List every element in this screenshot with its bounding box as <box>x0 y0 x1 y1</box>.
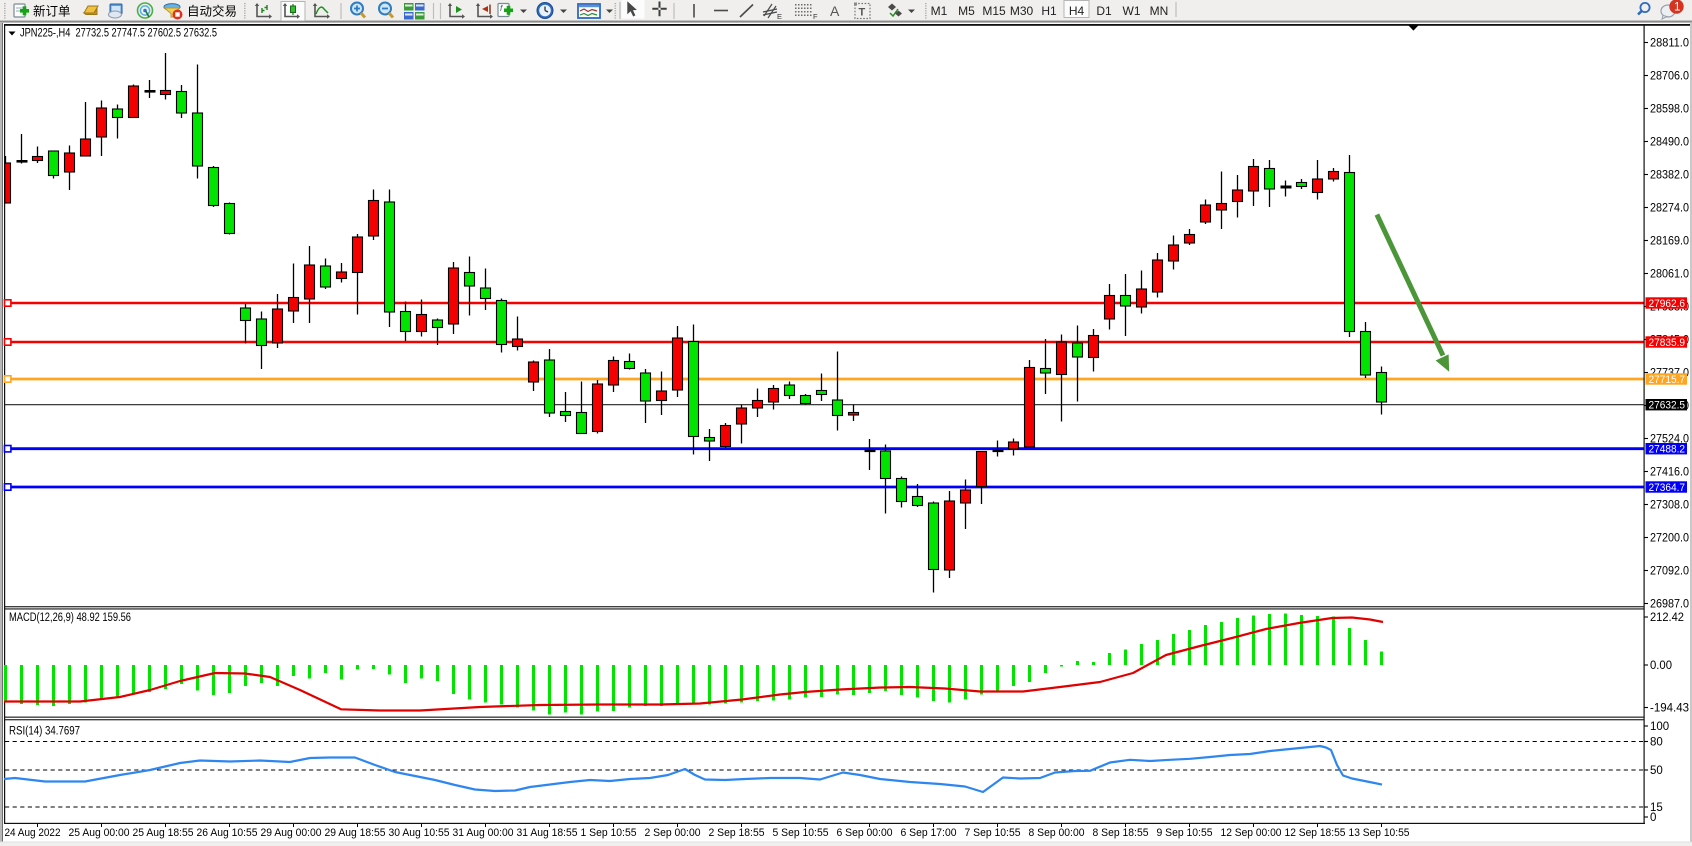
svg-text:6 Sep 17:00: 6 Sep 17:00 <box>901 827 957 839</box>
svg-text:26 Aug 10:55: 26 Aug 10:55 <box>197 827 258 839</box>
svg-text:W1: W1 <box>1123 4 1141 18</box>
svg-text:24 Aug 2022: 24 Aug 2022 <box>5 827 61 839</box>
svg-text:28811.0: 28811.0 <box>1650 38 1689 50</box>
svg-text:27632.5: 27632.5 <box>1649 400 1686 412</box>
svg-text:A: A <box>830 3 840 19</box>
svg-text:28169.0: 28169.0 <box>1650 236 1689 248</box>
svg-text:12 Sep 00:00: 12 Sep 00:00 <box>1221 827 1282 839</box>
svg-text:27364.7: 27364.7 <box>1649 482 1686 494</box>
svg-text:f: f <box>500 4 503 13</box>
svg-text:1: 1 <box>1674 2 1680 14</box>
svg-text:8 Sep 00:00: 8 Sep 00:00 <box>1029 827 1085 839</box>
svg-text:15: 15 <box>1650 802 1663 814</box>
svg-text:27092.0: 27092.0 <box>1650 566 1689 578</box>
svg-text:28490.0: 28490.0 <box>1650 137 1689 149</box>
svg-text:M1: M1 <box>931 4 948 18</box>
svg-text:2 Sep 18:55: 2 Sep 18:55 <box>709 827 765 839</box>
svg-text:M30: M30 <box>1010 4 1034 18</box>
svg-text:100: 100 <box>1650 721 1669 733</box>
svg-text:29 Aug 18:55: 29 Aug 18:55 <box>325 827 386 839</box>
svg-text:27524.0: 27524.0 <box>1650 434 1689 446</box>
svg-text:27715.7: 27715.7 <box>1649 374 1686 386</box>
svg-text:27962.6: 27962.6 <box>1649 298 1686 310</box>
svg-text:50: 50 <box>1650 765 1663 777</box>
svg-text:27835.9: 27835.9 <box>1649 337 1686 349</box>
svg-text:9 Sep 10:55: 9 Sep 10:55 <box>1157 827 1213 839</box>
svg-text:25 Aug 18:55: 25 Aug 18:55 <box>133 827 194 839</box>
svg-text:6 Sep 00:00: 6 Sep 00:00 <box>837 827 893 839</box>
svg-text:28382.0: 28382.0 <box>1650 170 1689 182</box>
svg-text:31 Aug 18:55: 31 Aug 18:55 <box>517 827 578 839</box>
svg-text:M15: M15 <box>982 4 1006 18</box>
svg-text:M5: M5 <box>958 4 975 18</box>
svg-text:27488.2: 27488.2 <box>1649 444 1686 456</box>
svg-text:12 Sep 18:55: 12 Sep 18:55 <box>1285 827 1346 839</box>
svg-text:H4: H4 <box>1069 4 1085 18</box>
svg-text:29 Aug 00:00: 29 Aug 00:00 <box>261 827 322 839</box>
svg-text:28061.0: 28061.0 <box>1650 269 1689 281</box>
svg-text:28598.0: 28598.0 <box>1650 104 1689 116</box>
svg-text:30 Aug 10:55: 30 Aug 10:55 <box>389 827 450 839</box>
svg-text:F: F <box>813 12 818 21</box>
svg-text:RSI(14) 34.7697: RSI(14) 34.7697 <box>9 726 80 738</box>
svg-text:0.00: 0.00 <box>1650 660 1672 672</box>
svg-text:28706.0: 28706.0 <box>1650 71 1689 83</box>
svg-text:自动交易: 自动交易 <box>187 4 237 19</box>
svg-text:26987.0: 26987.0 <box>1650 599 1689 611</box>
svg-text:H1: H1 <box>1041 4 1057 18</box>
svg-text:27416.0: 27416.0 <box>1650 467 1689 479</box>
svg-text:MACD(12,26,9) 48.92 159.56: MACD(12,26,9) 48.92 159.56 <box>9 612 131 624</box>
svg-text:13 Sep 10:55: 13 Sep 10:55 <box>1349 827 1410 839</box>
svg-text:JPN225-,H4 27732.5 27747.5 27: JPN225-,H4 27732.5 27747.5 27602.5 27632… <box>20 28 217 40</box>
svg-text:2 Sep 00:00: 2 Sep 00:00 <box>645 827 701 839</box>
svg-text:T: T <box>859 7 866 19</box>
svg-text:5 Sep 10:55: 5 Sep 10:55 <box>773 827 829 839</box>
svg-text:0: 0 <box>1650 812 1656 824</box>
svg-text:28274.0: 28274.0 <box>1650 203 1689 215</box>
svg-text:31 Aug 00:00: 31 Aug 00:00 <box>453 827 514 839</box>
svg-text:8 Sep 18:55: 8 Sep 18:55 <box>1093 827 1149 839</box>
svg-text:7 Sep 10:55: 7 Sep 10:55 <box>965 827 1021 839</box>
svg-text:27200.0: 27200.0 <box>1650 533 1689 545</box>
svg-text:27308.0: 27308.0 <box>1650 500 1689 512</box>
svg-text:80: 80 <box>1650 737 1663 749</box>
svg-text:新订单: 新订单 <box>33 4 71 19</box>
svg-text:MN: MN <box>1150 4 1169 18</box>
svg-text:212.42: 212.42 <box>1650 612 1684 624</box>
svg-text:1 Sep 10:55: 1 Sep 10:55 <box>581 827 637 839</box>
svg-text:-194.43: -194.43 <box>1650 703 1689 715</box>
svg-text:D1: D1 <box>1096 4 1112 18</box>
svg-text:25 Aug 00:00: 25 Aug 00:00 <box>69 827 130 839</box>
svg-text:E: E <box>777 12 782 21</box>
